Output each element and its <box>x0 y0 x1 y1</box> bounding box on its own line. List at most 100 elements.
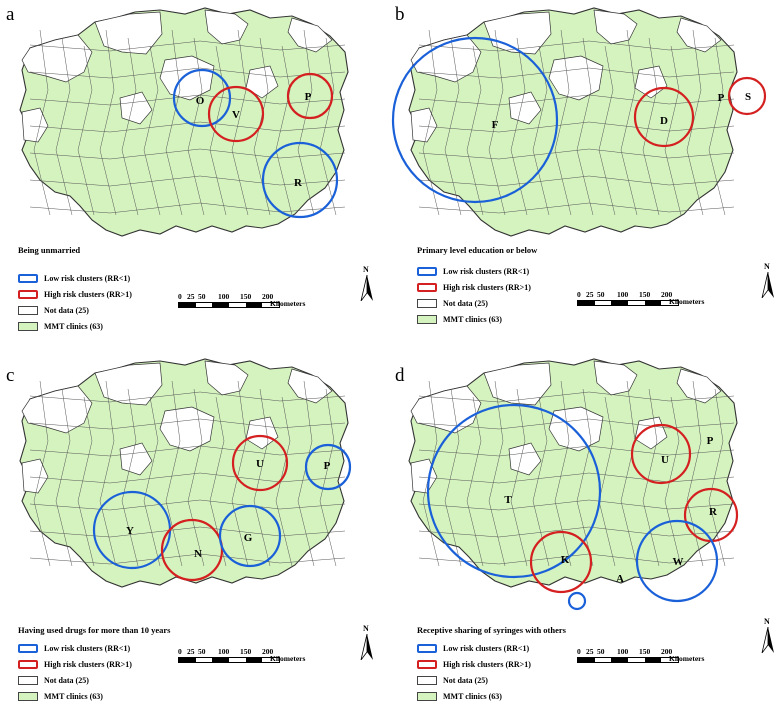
county-boundary <box>33 29 51 216</box>
cluster-label: P <box>305 91 312 103</box>
scale-ticks: 0 25 50 100 150 200 <box>577 290 679 300</box>
scale-bar-graphic <box>577 657 679 663</box>
region-nodata <box>483 362 552 406</box>
legend-swatch <box>417 298 437 308</box>
region-nodata <box>483 11 552 55</box>
legend-item-high: High risk clusters (RR>1) <box>417 279 531 295</box>
legend-label: Low risk clusters (RR<1) <box>44 643 131 653</box>
county-boundary <box>418 175 735 187</box>
north-label: N <box>363 265 369 274</box>
scale-tick: 50 <box>597 290 605 299</box>
region-nodata <box>410 107 438 143</box>
county-boundary <box>33 380 51 567</box>
legend-item-nodata: Not data (25) <box>18 302 132 318</box>
legend: Low risk clusters (RR<1) High risk clust… <box>417 263 531 327</box>
county-boundary <box>29 202 346 214</box>
cluster-circle-low <box>567 591 587 611</box>
legend-swatch <box>18 643 38 653</box>
county-boundary <box>418 499 735 511</box>
scale-unit: Kilometers <box>669 654 705 663</box>
scale-tick: 100 <box>218 292 230 301</box>
legend: Low risk clusters (RR<1) High risk clust… <box>18 640 132 704</box>
map-title: Primary level education or below <box>417 245 538 255</box>
legend-item-low: Low risk clusters (RR<1) <box>18 270 132 286</box>
region-nodata <box>119 91 153 125</box>
legend-swatch <box>18 289 38 299</box>
county-boundary <box>642 37 660 216</box>
cluster-label: V <box>232 109 240 121</box>
scale-bar-graphic <box>577 300 679 306</box>
map-b: F D P S <box>391 7 767 237</box>
cluster-label: U <box>661 454 669 466</box>
cluster-circle-low <box>391 36 559 204</box>
legend-swatch <box>417 675 437 685</box>
scale-bar: 0 25 50 100 150 200 Kilometers <box>577 290 704 306</box>
legend-item-low: Low risk clusters (RR<1) <box>18 640 132 656</box>
region-nodata <box>508 442 542 476</box>
scale-tick: 150 <box>639 647 651 656</box>
county-boundary <box>510 37 528 216</box>
legend-item-high: High risk clusters (RR>1) <box>18 656 132 672</box>
cluster-label: O <box>196 95 205 107</box>
north-label: N <box>764 262 770 271</box>
legend-swatch <box>18 273 38 283</box>
legend-swatch <box>417 691 437 701</box>
legend-label: High risk clusters (RR>1) <box>44 659 132 669</box>
legend-item-nodata: Not data (25) <box>417 672 531 688</box>
legend-item-low: Low risk clusters (RR<1) <box>417 263 531 279</box>
legend-item-high: High risk clusters (RR>1) <box>417 656 531 672</box>
cluster-label: R <box>294 177 303 189</box>
cluster-circle-high <box>286 72 334 120</box>
county-boundary <box>187 37 205 216</box>
map-title: Being unmarried <box>18 245 81 255</box>
county-boundary <box>29 148 346 160</box>
county-boundary <box>231 380 249 567</box>
region-nodata <box>204 360 249 396</box>
scale-tick: 25 <box>586 290 594 299</box>
county-boundary <box>642 388 660 567</box>
legend-swatch <box>417 282 437 292</box>
cluster-label: U <box>256 458 264 470</box>
legend-label: Not data (25) <box>44 675 89 685</box>
legend-swatch <box>417 314 437 324</box>
legend-swatch <box>417 659 437 669</box>
county-boundary <box>319 388 337 567</box>
scale-tick: 0 <box>178 292 182 301</box>
county-boundary <box>620 380 638 567</box>
scale-ticks: 0 25 50 100 150 200 <box>577 647 679 657</box>
scale-tick: 25 <box>187 292 195 301</box>
cluster-label: R <box>709 506 718 518</box>
legend-swatch <box>18 675 38 685</box>
county-boundary <box>29 445 346 457</box>
county-boundary <box>510 388 528 567</box>
legend-swatch <box>18 321 38 331</box>
map-title: Having used drugs for more than 10 years <box>18 625 171 635</box>
region-nodata <box>119 442 153 476</box>
north-label: N <box>363 624 369 633</box>
county-boundary <box>466 45 484 216</box>
legend-swatch <box>417 643 437 653</box>
scale-tick: 200 <box>661 647 673 656</box>
legend: Low risk clusters (RR<1) High risk clust… <box>417 640 531 704</box>
legend-label: High risk clusters (RR>1) <box>44 289 132 299</box>
county-boundary <box>29 526 346 538</box>
region-nodata <box>21 107 49 143</box>
scale-bar: 0 25 50 100 150 200 Kilometers <box>178 292 305 308</box>
legend-item-low: Low risk clusters (RR<1) <box>417 640 531 656</box>
county-boundary <box>418 418 735 430</box>
cluster-circle-low <box>304 443 352 491</box>
county-boundary <box>664 396 682 567</box>
county-boundary <box>686 380 704 567</box>
county-boundary <box>708 388 726 567</box>
county-boundary <box>29 499 346 511</box>
scale-tick: 0 <box>577 647 581 656</box>
county-boundary <box>29 472 346 484</box>
scale-tick: 25 <box>586 647 594 656</box>
scale-ticks: 0 25 50 100 150 200 <box>178 292 280 302</box>
county-boundary <box>77 45 95 216</box>
region-nodata <box>593 9 638 45</box>
scale-unit: Kilometers <box>669 297 705 306</box>
scale-tick: 200 <box>262 292 274 301</box>
county-boundary <box>418 391 735 403</box>
